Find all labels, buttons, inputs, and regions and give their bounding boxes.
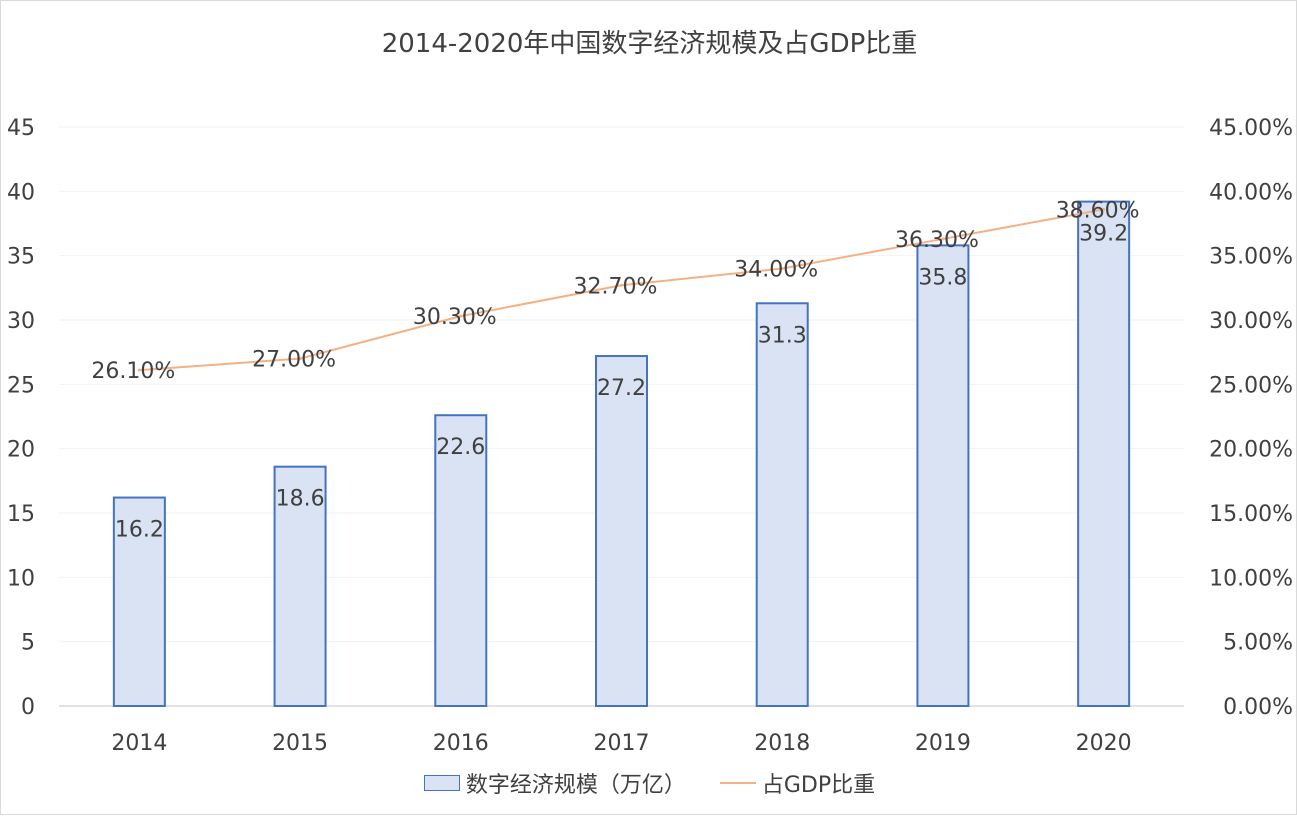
x-tick-label: 2016	[433, 731, 489, 756]
line-point	[1102, 207, 1106, 211]
legend-bar-label: 数字经济规模（万亿）	[465, 773, 686, 798]
line-data-label: 32.70%	[574, 274, 658, 299]
bar-2015	[273, 465, 327, 707]
bar-data-label: 39.2	[1079, 222, 1128, 247]
x-tick-label: 2019	[915, 731, 971, 756]
y-right-tick-label: 30.00%	[1209, 309, 1293, 334]
legend-item-line[interactable]: 占GDP比重	[719, 767, 876, 799]
y-left-tick-label: 5	[21, 631, 35, 656]
bar-data-label: 27.2	[597, 376, 646, 401]
bar-data-label: 35.8	[918, 265, 967, 290]
y-left-tick-label: 25	[7, 373, 35, 398]
bar-2019	[916, 244, 970, 708]
y-right-tick-label: 20.00%	[1209, 438, 1293, 463]
bar-data-label: 22.6	[436, 435, 485, 460]
line-data-label: 36.30%	[895, 228, 979, 253]
line-point	[298, 357, 302, 361]
y-left-tick-label: 10	[7, 566, 35, 591]
line-point	[137, 368, 141, 372]
chart-title: 2014-2020年中国数字经济规模及占GDP比重	[381, 29, 918, 59]
legend-bar-swatch	[423, 775, 460, 791]
y-right-tick-label: 25.00%	[1209, 373, 1293, 398]
legend: 数字经济规模（万亿） 占GDP比重	[1, 767, 1297, 799]
x-tick-label: 2020	[1076, 731, 1132, 756]
line-data-label: 26.10%	[91, 359, 175, 384]
y-right-tick-label: 45.00%	[1209, 116, 1293, 141]
line-point	[941, 237, 945, 241]
legend-item-bar[interactable]: 数字经济规模（万亿）	[423, 767, 686, 799]
y-right-tick-label: 5.00%	[1223, 631, 1293, 656]
bar-2014	[112, 496, 166, 707]
legend-line-swatch	[719, 782, 756, 784]
y-right-tick-label: 40.00%	[1209, 180, 1293, 205]
line-data-label: 34.00%	[734, 258, 818, 283]
y-left-tick-label: 40	[7, 180, 35, 205]
bar-data-label: 18.6	[276, 487, 325, 512]
y-left-tick-label: 35	[7, 245, 35, 270]
line-data-label: 30.30%	[413, 305, 497, 330]
x-tick-label: 2015	[272, 731, 328, 756]
y-right-tick-label: 10.00%	[1209, 566, 1293, 591]
y-left-tick-label: 30	[7, 309, 35, 334]
bar-2016	[434, 414, 488, 707]
line-data-label: 27.00%	[252, 348, 336, 373]
x-tick-label: 2018	[754, 731, 810, 756]
bar-2020	[1077, 200, 1131, 707]
y-right-tick-label: 0.00%	[1223, 695, 1293, 720]
y-left-tick-label: 15	[7, 502, 35, 527]
y-right-tick-label: 35.00%	[1209, 245, 1293, 270]
legend-line-label: 占GDP比重	[761, 773, 876, 798]
bar-data-label: 16.2	[115, 518, 164, 543]
bar-2018	[755, 302, 809, 707]
line-point	[459, 314, 463, 318]
x-tick-label: 2017	[594, 731, 650, 756]
x-tick-label: 2014	[111, 731, 167, 756]
line-point	[780, 267, 784, 271]
y-right-tick-label: 15.00%	[1209, 502, 1293, 527]
line-point	[620, 283, 623, 287]
bar-2017	[595, 355, 648, 707]
y-left-tick-label: 0	[21, 695, 35, 720]
line-data-label: 38.60%	[1056, 198, 1140, 223]
y-left-tick-label: 45	[7, 116, 35, 141]
bar-data-label: 31.3	[758, 323, 807, 348]
y-left-tick-label: 20	[7, 438, 35, 463]
